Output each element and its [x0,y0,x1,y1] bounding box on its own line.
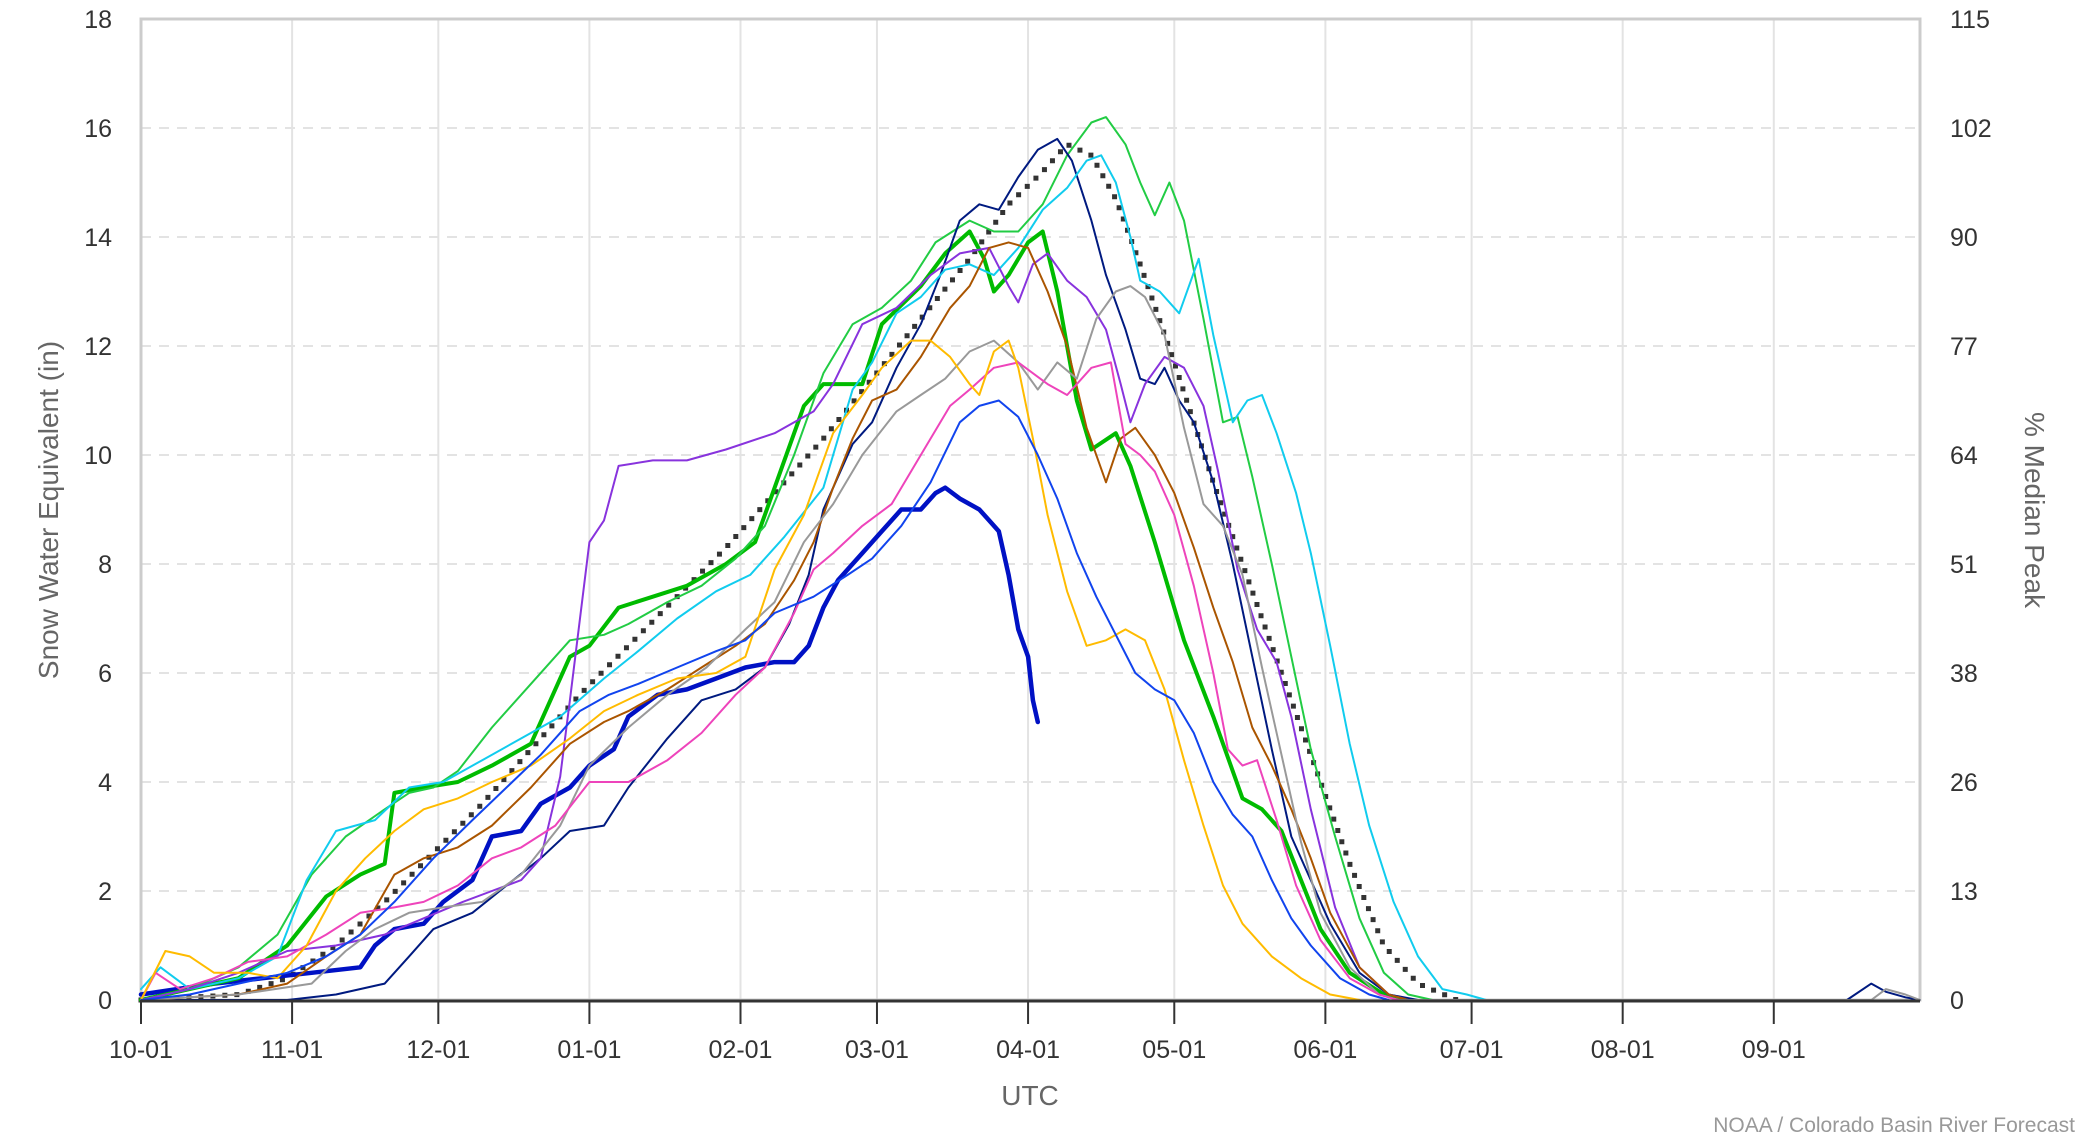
series-line [140,154,1488,1001]
series-line [140,241,1410,1001]
y-tick-label: 14 [84,224,112,252]
x-tick-label: 01-01 [557,1036,621,1064]
y-tick-label: 18 [84,6,112,34]
y-tick-label: 10 [84,442,112,470]
y2-axis-title: % Median Peak [2019,412,2050,609]
y2-tick-label: 77 [1950,333,1978,361]
y2-tick-label: 64 [1950,442,1978,470]
series-line [138,141,1461,1004]
x-tick-label: 06-01 [1293,1036,1357,1064]
y-tick-label: 2 [98,878,112,906]
y-axis-ticks: 0 2 4 6 8 10 12 14 16 18 [84,6,112,1015]
x-tick-label: 05-01 [1142,1036,1206,1064]
y-tick-label: 16 [84,115,112,143]
series-line [139,229,1411,1002]
y2-axis-ticks: 0 13 26 38 51 64 77 90 102 115 [1950,6,1992,1015]
y2-tick-label: 26 [1950,769,1978,797]
y2-tick-label: 90 [1950,224,1978,252]
x-tick-label: 11-01 [261,1036,323,1064]
y-tick-label: 12 [84,333,112,361]
y-tick-label: 4 [98,769,112,797]
y2-tick-label: 38 [1950,660,1978,688]
x-tick-label: 02-01 [709,1036,773,1064]
x-tick-label: 04-01 [996,1036,1060,1064]
y-axis-title: Snow Water Equivalent (in) [33,341,64,679]
y2-tick-label: 13 [1950,878,1978,906]
x-axis-ticks: 10-01 11-01 12-01 01-01 02-01 03-01 04-01 05-01… [109,1000,1806,1064]
series-line [140,285,1921,1001]
credit-text: NOAA / Colorado Basin River Forecast [1713,1114,2075,1137]
x-tick-label: 12-01 [406,1036,470,1064]
series-lines [138,116,1921,1004]
x-axis-title: UTC [1001,1080,1059,1111]
x-tick-label: 09-01 [1742,1036,1806,1064]
x-tick-label: 10-01 [109,1036,173,1064]
x-tick-label: 08-01 [1591,1036,1655,1064]
series-line [140,399,1390,1001]
y-tick-label: 8 [98,551,112,579]
y2-tick-label: 115 [1950,6,1990,34]
y-tick-label: 6 [98,660,112,688]
series-line [140,361,1400,1001]
y-tick-label: 0 [98,987,112,1015]
plot-frame [139,17,1922,1002]
y2-tick-label: 0 [1950,987,1964,1015]
series-line [140,339,1361,1001]
series-line [140,116,1434,1001]
gridlines [141,19,1920,1000]
y2-tick-label: 102 [1950,115,1992,143]
series-line [138,485,1041,997]
y2-tick-label: 51 [1950,551,1978,579]
x-tick-label: 07-01 [1440,1036,1504,1064]
x-tick-label: 03-01 [845,1036,909,1064]
